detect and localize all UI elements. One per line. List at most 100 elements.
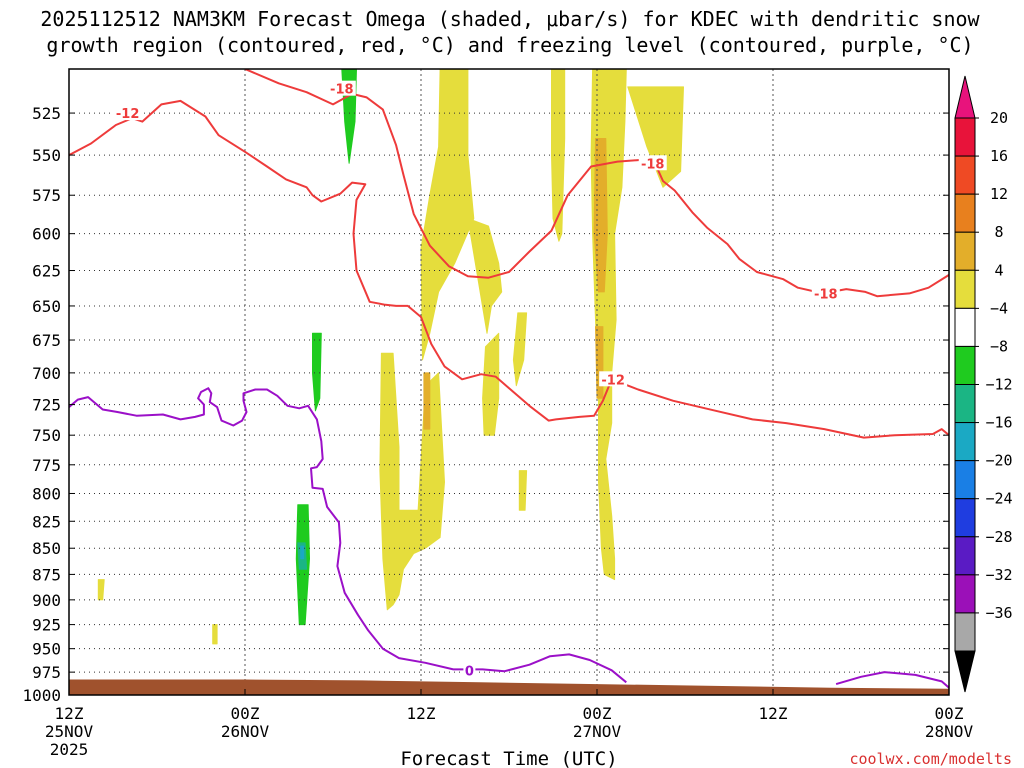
contour-label-bg: [599, 371, 628, 387]
y-tick-label: 600: [32, 225, 61, 244]
contour-label-bg: [113, 105, 142, 121]
y-tick-label: 800: [32, 484, 61, 503]
contour-label-bg: [463, 663, 476, 678]
chart-title-line1: 2025112512 NAM3KM Forecast Omega (shaded…: [40, 7, 980, 31]
colorbar-label: 4: [994, 261, 1003, 279]
colorbar-segment: [954, 269, 976, 309]
y-tick-label: 775: [32, 456, 61, 475]
colorbar-top-arrow: [954, 75, 976, 119]
omega-region-0: [420, 69, 475, 361]
omega-region-18: [300, 545, 305, 560]
contour-labels: -12 -18 -18 -18 -12 0: [113, 80, 840, 679]
omega-region-9: [97, 579, 105, 601]
colorbar-label: −28: [985, 528, 1012, 546]
freezing-level-label: 0: [465, 664, 474, 679]
colorbar-label: −8: [990, 337, 1008, 355]
plot-area: [69, 69, 949, 695]
colorbar-segment: [954, 155, 976, 195]
colorbar-segment: [954, 345, 976, 385]
y-tick-label: 1000: [22, 686, 61, 705]
y-tick-label: 575: [32, 186, 61, 205]
credit-text: coolwx.com/modelts: [849, 750, 1012, 768]
y-tick-label: 625: [32, 262, 61, 281]
omega-region-6: [627, 86, 684, 188]
dgz-contour-label: -18: [641, 157, 665, 172]
y-tick-label: 700: [32, 364, 61, 383]
colorbar-segment: [954, 536, 976, 576]
colorbar-segment: [954, 498, 976, 538]
contour-label-bg: [811, 285, 840, 301]
colorbar-label: −12: [985, 376, 1012, 394]
colorbar-segment: [954, 117, 976, 157]
y-tick-label: 525: [32, 104, 61, 123]
colorbar-label: 12: [990, 185, 1008, 203]
freezing-level-contour: [69, 387, 627, 684]
x-tick-label: 25NOV: [45, 722, 94, 741]
dgz-contour-label: -12: [601, 373, 625, 388]
dgz-contour-label: -12: [116, 107, 140, 122]
y-tick-label: 650: [32, 297, 61, 316]
colorbar-segment: [954, 307, 976, 347]
colorbar-segment: [954, 460, 976, 500]
y-tick-label: 875: [32, 565, 61, 584]
x-tick-label: 12Z: [759, 704, 788, 723]
colorbar-label: 8: [994, 223, 1003, 241]
x-tick-label: 12Z: [55, 704, 84, 723]
y-tick-label: 925: [32, 616, 61, 635]
omega-region-1: [467, 218, 503, 334]
omega-region-8: [518, 470, 528, 511]
contours: [69, 69, 949, 689]
colorbar-segment: [954, 193, 976, 233]
y-tick-label: 550: [32, 146, 61, 165]
omega-region-13: [423, 372, 431, 430]
y-tick-label: 900: [32, 591, 61, 610]
freezing-level-contour-2: [835, 671, 949, 689]
omega-region-10: [212, 624, 218, 645]
x-tick-label: 2025: [50, 740, 89, 759]
colorbar-label: −20: [985, 452, 1012, 470]
terrain-fill: [69, 679, 949, 695]
y-tick-label: 950: [32, 640, 61, 659]
omega-region-2: [482, 332, 500, 436]
colorbar-segment: [954, 574, 976, 614]
omega-region-15: [312, 332, 322, 412]
x-axis-label: Forecast Time (UTC): [400, 748, 617, 768]
contour-label-bg: [638, 155, 667, 171]
colorbar-segment: [954, 422, 976, 462]
colorbar: 20 16 12 8 4 −4 −8 −12 −16 −20 −24 −28 −32 −36: [954, 75, 1013, 693]
chart-title-line2: growth region (contoured, red, °C) and f…: [46, 33, 973, 57]
colorbar-label: 16: [990, 147, 1008, 165]
dgz-contour-1: [611, 378, 949, 439]
terrain: [69, 679, 949, 695]
y-tick-label: 725: [32, 396, 61, 415]
y-tick-label: 825: [32, 512, 61, 531]
y-tick-label: 975: [32, 663, 61, 682]
y-tick-label: 675: [32, 331, 61, 350]
omega-shading: [97, 69, 684, 645]
x-tick-label: 00Z: [935, 704, 964, 723]
x-tick-label: 28NOV: [925, 722, 974, 741]
y-axis: 525 550 575 600 625 650 675 700 725 750 775 800 825 8…: [22, 104, 949, 705]
contour-label-bg: [327, 80, 356, 96]
colorbar-segment: [954, 612, 976, 652]
colorbar-segment: [954, 384, 976, 424]
colorbar-label: −36: [985, 604, 1012, 622]
x-tick-label: 27NOV: [573, 722, 622, 741]
x-tick-label: 00Z: [231, 704, 260, 723]
x-tick-label: 00Z: [583, 704, 612, 723]
colorbar-label: −24: [985, 490, 1012, 508]
colorbar-label: −32: [985, 566, 1012, 584]
y-tick-label: 750: [32, 426, 61, 445]
x-tick-label: 26NOV: [221, 722, 270, 741]
dgz-contour-label: -18: [814, 287, 838, 302]
dgz-contour-0: [69, 99, 613, 422]
colorbar-segment: [954, 231, 976, 271]
colorbar-label: 20: [990, 109, 1008, 127]
colorbar-label: −4: [990, 299, 1008, 317]
omega-region-4: [551, 69, 566, 242]
plot-frame: [68, 68, 950, 696]
colorbar-label: −16: [985, 414, 1012, 432]
colorbar-bottom-arrow: [954, 650, 976, 693]
